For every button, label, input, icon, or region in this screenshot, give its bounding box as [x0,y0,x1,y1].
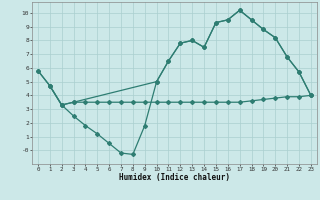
X-axis label: Humidex (Indice chaleur): Humidex (Indice chaleur) [119,173,230,182]
